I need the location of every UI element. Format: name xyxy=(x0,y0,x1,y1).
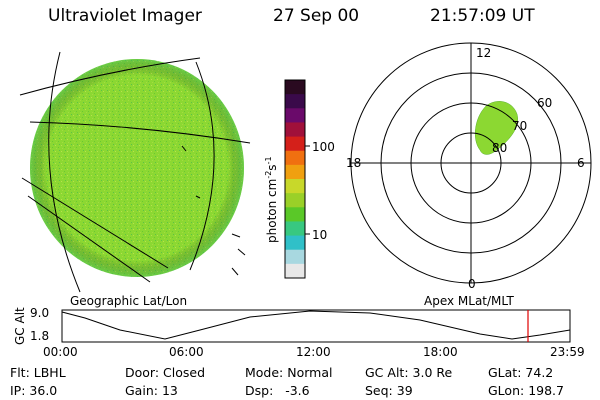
colorbar-stripe xyxy=(285,235,305,251)
apex-caption: Apex MLat/MLT xyxy=(424,294,514,308)
mlt-label-12: 12 xyxy=(476,46,492,60)
altitude-curve xyxy=(61,310,571,340)
colorbar xyxy=(284,79,310,279)
date-label: 27 Sep 00 xyxy=(273,6,360,26)
mlt-label-18: 18 xyxy=(346,156,362,170)
colorbar-stripe xyxy=(285,193,305,208)
mlt-label-0: 0 xyxy=(468,277,476,291)
status-glat: GLat: 74.2 xyxy=(488,365,554,380)
status-gain: Gain: 13 xyxy=(125,383,178,398)
colorbar-unit-label: photon cm-2s-1 xyxy=(264,156,279,243)
colorbar-stripe xyxy=(285,179,305,194)
status-glon: GLon: 198.7 xyxy=(488,383,564,398)
colorbar-stripe xyxy=(285,80,305,95)
colorbar-stripe xyxy=(285,150,305,166)
stray-marks xyxy=(181,145,246,276)
lat-label-60: 60 xyxy=(537,96,553,110)
status-seq: Seq: 39 xyxy=(365,383,413,398)
timeline-xtick-2359: 23:59 xyxy=(550,345,585,359)
timeline-xtick-0000: 00:00 xyxy=(43,345,78,359)
altitude-timeline xyxy=(61,309,571,343)
colorbar-stripe xyxy=(285,136,305,152)
app-title: Ultraviolet Imager xyxy=(48,6,202,26)
status-ip: IP: 36.0 xyxy=(10,383,58,398)
colorbar-tick-10: 10 xyxy=(312,228,328,242)
lat-label-70: 70 xyxy=(512,119,528,133)
geographic-caption: Geographic Lat/Lon xyxy=(70,294,188,308)
polar-plot xyxy=(350,42,592,284)
status-dsp: Dsp: -3.6 xyxy=(245,383,310,398)
status-gc-alt: GC Alt: 3.0 Re xyxy=(365,365,453,380)
timeline-ytick-bottom: 1.8 xyxy=(30,329,50,343)
lat-lon-grid xyxy=(19,51,251,293)
colorbar-stripe xyxy=(285,122,305,138)
status-mode: Mode: Normal xyxy=(245,365,333,380)
colorbar-stripe xyxy=(285,164,305,180)
colorbar-stripe xyxy=(285,207,305,222)
timeline-xtick-0600: 06:00 xyxy=(169,345,204,359)
status-door: Door: Closed xyxy=(125,365,206,380)
colorbar-stripe xyxy=(285,108,305,123)
timeline-ytick-top: 9.0 xyxy=(30,306,50,320)
timeline-ylabel: GC Alt xyxy=(13,307,27,345)
colorbar-stripe xyxy=(285,221,305,237)
geographic-map xyxy=(19,51,251,293)
colorbar-tick-100: 100 xyxy=(312,140,335,154)
time-label: 21:57:09 UT xyxy=(430,6,535,26)
timeline-xtick-1800: 18:00 xyxy=(423,345,458,359)
colorbar-stripe xyxy=(285,94,305,109)
mlt-label-6: 6 xyxy=(577,156,585,170)
colorbar-stripe xyxy=(285,263,305,279)
lat-label-80: 80 xyxy=(492,141,508,155)
colorbar-stripe xyxy=(285,249,305,265)
timeline-xtick-1200: 12:00 xyxy=(296,345,331,359)
status-filter: Flt: LBHL xyxy=(10,365,66,380)
